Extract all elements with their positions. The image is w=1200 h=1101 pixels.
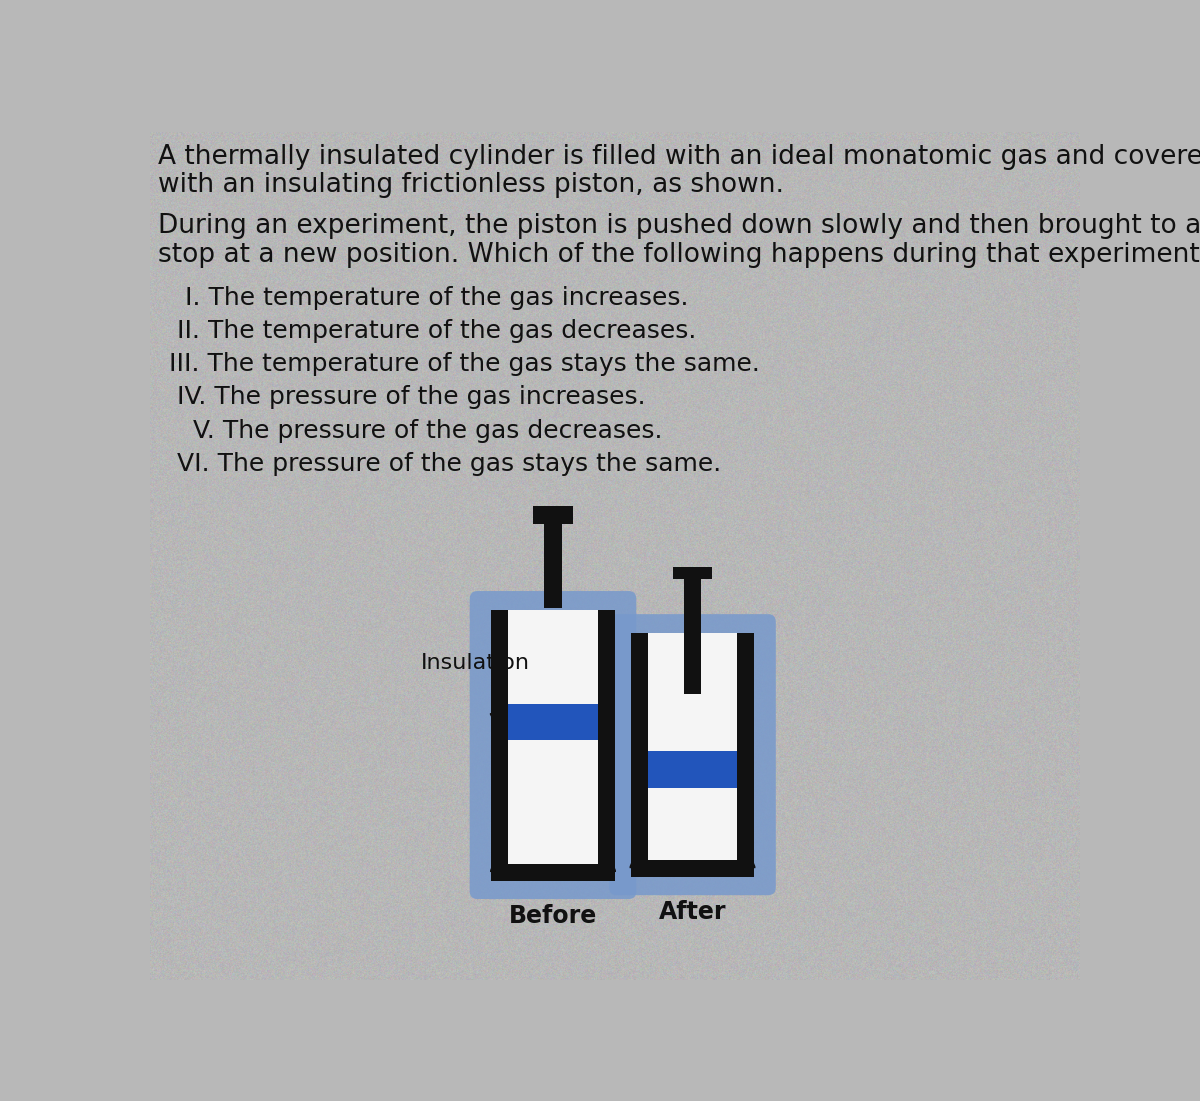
- Bar: [533, 505, 572, 524]
- Text: I. The temperature of the gas increases.: I. The temperature of the gas increases.: [169, 286, 689, 310]
- Bar: [509, 704, 598, 741]
- Text: A thermally insulated cylinder is filled with an ideal monatomic gas and covered: A thermally insulated cylinder is filled…: [157, 143, 1200, 170]
- Text: with an insulating frictionless piston, as shown.: with an insulating frictionless piston, …: [157, 172, 784, 198]
- FancyArrowPatch shape: [491, 674, 498, 721]
- Text: stop at a new position. Which of the following happens during that experiment?: stop at a new position. Which of the fol…: [157, 242, 1200, 269]
- Bar: [631, 633, 648, 876]
- Bar: [544, 505, 562, 609]
- Bar: [684, 567, 702, 694]
- Text: During an experiment, the piston is pushed down slowly and then brought to a: During an experiment, the piston is push…: [157, 212, 1200, 239]
- Bar: [737, 633, 754, 876]
- Text: V. The pressure of the gas decreases.: V. The pressure of the gas decreases.: [169, 418, 662, 443]
- Text: II. The temperature of the gas decreases.: II. The temperature of the gas decreases…: [169, 319, 697, 344]
- Bar: [509, 610, 598, 863]
- Bar: [648, 751, 737, 787]
- Bar: [631, 860, 754, 876]
- Text: VI. The pressure of the gas stays the same.: VI. The pressure of the gas stays the sa…: [169, 451, 721, 476]
- Text: After: After: [659, 900, 726, 924]
- Text: IV. The pressure of the gas increases.: IV. The pressure of the gas increases.: [169, 385, 646, 410]
- Bar: [673, 567, 712, 579]
- Text: Before: Before: [509, 904, 598, 928]
- Bar: [648, 633, 737, 860]
- Bar: [598, 610, 614, 881]
- Bar: [491, 610, 509, 881]
- FancyBboxPatch shape: [610, 614, 776, 895]
- Text: Insulation: Insulation: [421, 653, 530, 674]
- Bar: [491, 863, 614, 881]
- Text: III. The temperature of the gas stays the same.: III. The temperature of the gas stays th…: [169, 352, 761, 377]
- FancyBboxPatch shape: [469, 591, 636, 900]
